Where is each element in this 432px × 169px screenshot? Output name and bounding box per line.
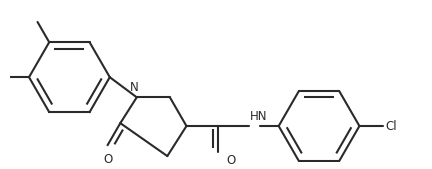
Text: N: N <box>130 81 139 94</box>
Text: Cl: Cl <box>385 119 397 132</box>
Text: O: O <box>226 154 235 167</box>
Text: HN: HN <box>250 110 267 123</box>
Text: O: O <box>103 153 112 166</box>
